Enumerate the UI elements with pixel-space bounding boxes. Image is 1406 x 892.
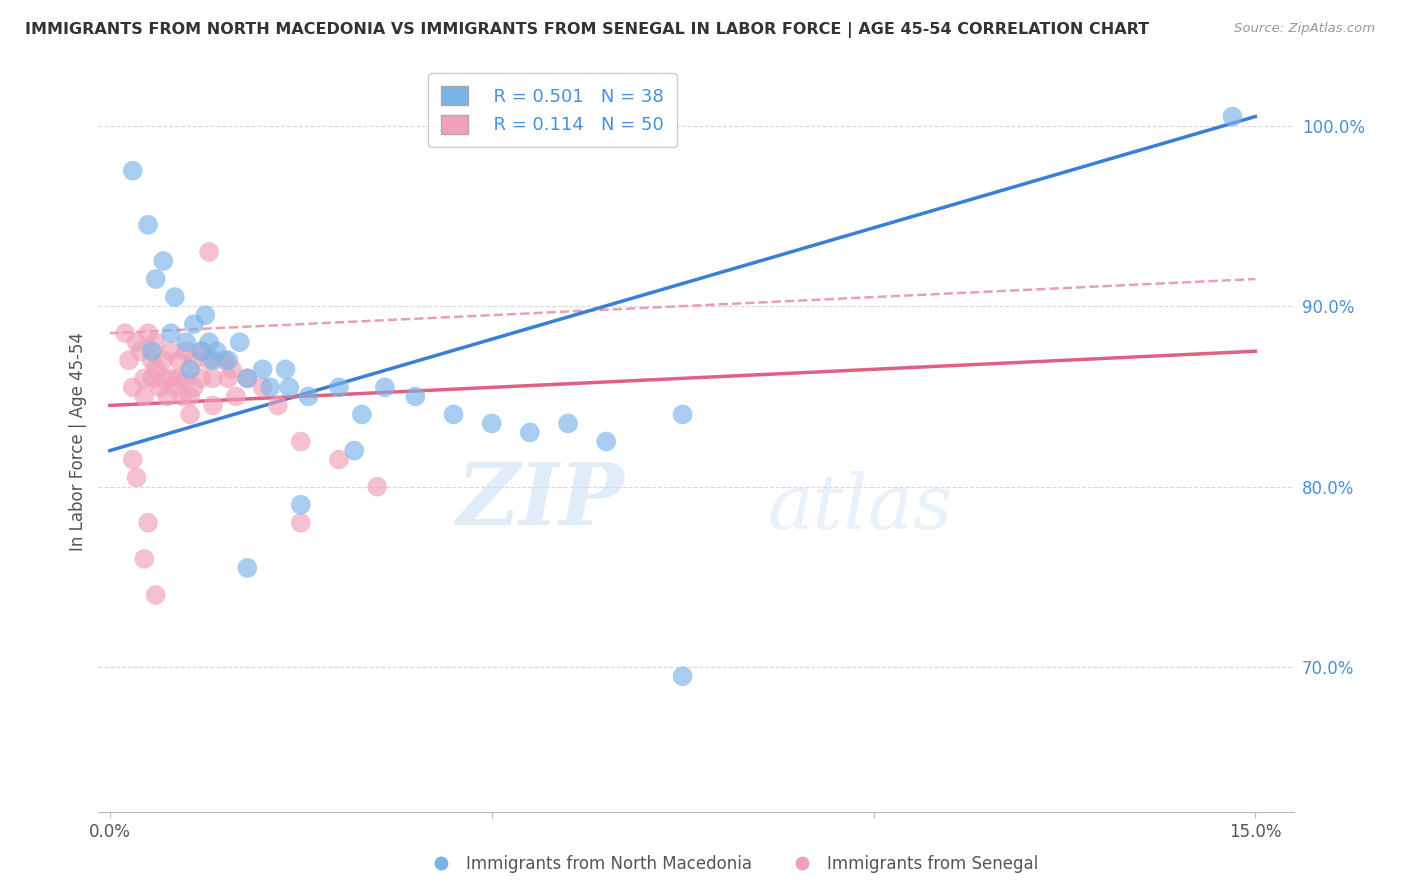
Point xyxy=(374,380,396,394)
Point xyxy=(141,371,163,385)
Point xyxy=(217,371,239,385)
Point xyxy=(190,344,212,359)
Point xyxy=(145,272,167,286)
Point xyxy=(174,371,197,385)
Point xyxy=(595,434,617,449)
Point xyxy=(671,408,693,422)
Point xyxy=(152,371,174,385)
Point xyxy=(328,380,350,394)
Point xyxy=(114,326,136,341)
Point xyxy=(1222,110,1244,124)
Point xyxy=(278,380,301,394)
Point xyxy=(172,389,194,403)
Point xyxy=(198,244,221,259)
Point xyxy=(152,353,174,368)
Legend: Immigrants from North Macedonia, Immigrants from Senegal: Immigrants from North Macedonia, Immigra… xyxy=(418,848,1045,880)
Point xyxy=(259,380,281,394)
Point xyxy=(290,498,312,512)
Point xyxy=(350,408,373,422)
Point xyxy=(236,561,259,575)
Point xyxy=(290,516,312,530)
Point xyxy=(214,353,236,368)
Point xyxy=(183,353,205,368)
Point xyxy=(366,480,388,494)
Point xyxy=(136,218,159,232)
Point xyxy=(141,344,163,359)
Point xyxy=(236,371,259,385)
Text: Source: ZipAtlas.com: Source: ZipAtlas.com xyxy=(1234,22,1375,36)
Point xyxy=(160,371,183,385)
Point xyxy=(167,371,190,385)
Point xyxy=(252,380,274,394)
Point xyxy=(201,353,224,368)
Point xyxy=(194,308,217,322)
Point xyxy=(129,344,152,359)
Point xyxy=(118,353,141,368)
Point xyxy=(343,443,366,458)
Point xyxy=(228,335,250,350)
Point xyxy=(152,254,174,268)
Point xyxy=(274,362,297,376)
Point xyxy=(217,353,239,368)
Point xyxy=(671,669,693,683)
Point xyxy=(121,452,143,467)
Point xyxy=(201,371,224,385)
Point xyxy=(174,344,197,359)
Legend:   R = 0.501   N = 38,   R = 0.114   N = 50: R = 0.501 N = 38, R = 0.114 N = 50 xyxy=(429,73,676,147)
Point xyxy=(145,335,167,350)
Point xyxy=(481,417,503,431)
Point xyxy=(190,344,212,359)
Point xyxy=(519,425,541,440)
Point xyxy=(198,335,221,350)
Point xyxy=(443,408,465,422)
Point xyxy=(205,344,228,359)
Point xyxy=(252,362,274,376)
Point xyxy=(225,389,247,403)
Point xyxy=(134,371,156,385)
Point xyxy=(121,380,143,394)
Point xyxy=(141,353,163,368)
Point xyxy=(183,317,205,331)
Point xyxy=(160,326,183,341)
Point xyxy=(557,417,579,431)
Point xyxy=(174,335,197,350)
Point xyxy=(163,290,186,304)
Point xyxy=(179,389,201,403)
Text: ZIP: ZIP xyxy=(457,459,624,542)
Point xyxy=(167,353,190,368)
Point xyxy=(198,353,221,368)
Point xyxy=(136,516,159,530)
Point xyxy=(183,380,205,394)
Point xyxy=(179,362,201,376)
Point xyxy=(160,344,183,359)
Point xyxy=(136,326,159,341)
Point xyxy=(236,371,259,385)
Point xyxy=(134,389,156,403)
Point xyxy=(290,434,312,449)
Point xyxy=(148,380,170,394)
Point xyxy=(145,588,167,602)
Point xyxy=(156,389,179,403)
Point xyxy=(201,399,224,413)
Point xyxy=(125,335,148,350)
Text: IMMIGRANTS FROM NORTH MACEDONIA VS IMMIGRANTS FROM SENEGAL IN LABOR FORCE | AGE : IMMIGRANTS FROM NORTH MACEDONIA VS IMMIG… xyxy=(25,22,1150,38)
Point xyxy=(125,470,148,484)
Point xyxy=(221,362,243,376)
Point xyxy=(121,163,143,178)
Point xyxy=(328,452,350,467)
Point xyxy=(404,389,426,403)
Y-axis label: In Labor Force | Age 45-54: In Labor Force | Age 45-54 xyxy=(69,332,87,551)
Point xyxy=(179,408,201,422)
Point xyxy=(145,362,167,376)
Point xyxy=(297,389,319,403)
Point xyxy=(163,380,186,394)
Point xyxy=(134,552,156,566)
Point xyxy=(267,399,290,413)
Text: atlas: atlas xyxy=(768,471,953,545)
Point xyxy=(190,371,212,385)
